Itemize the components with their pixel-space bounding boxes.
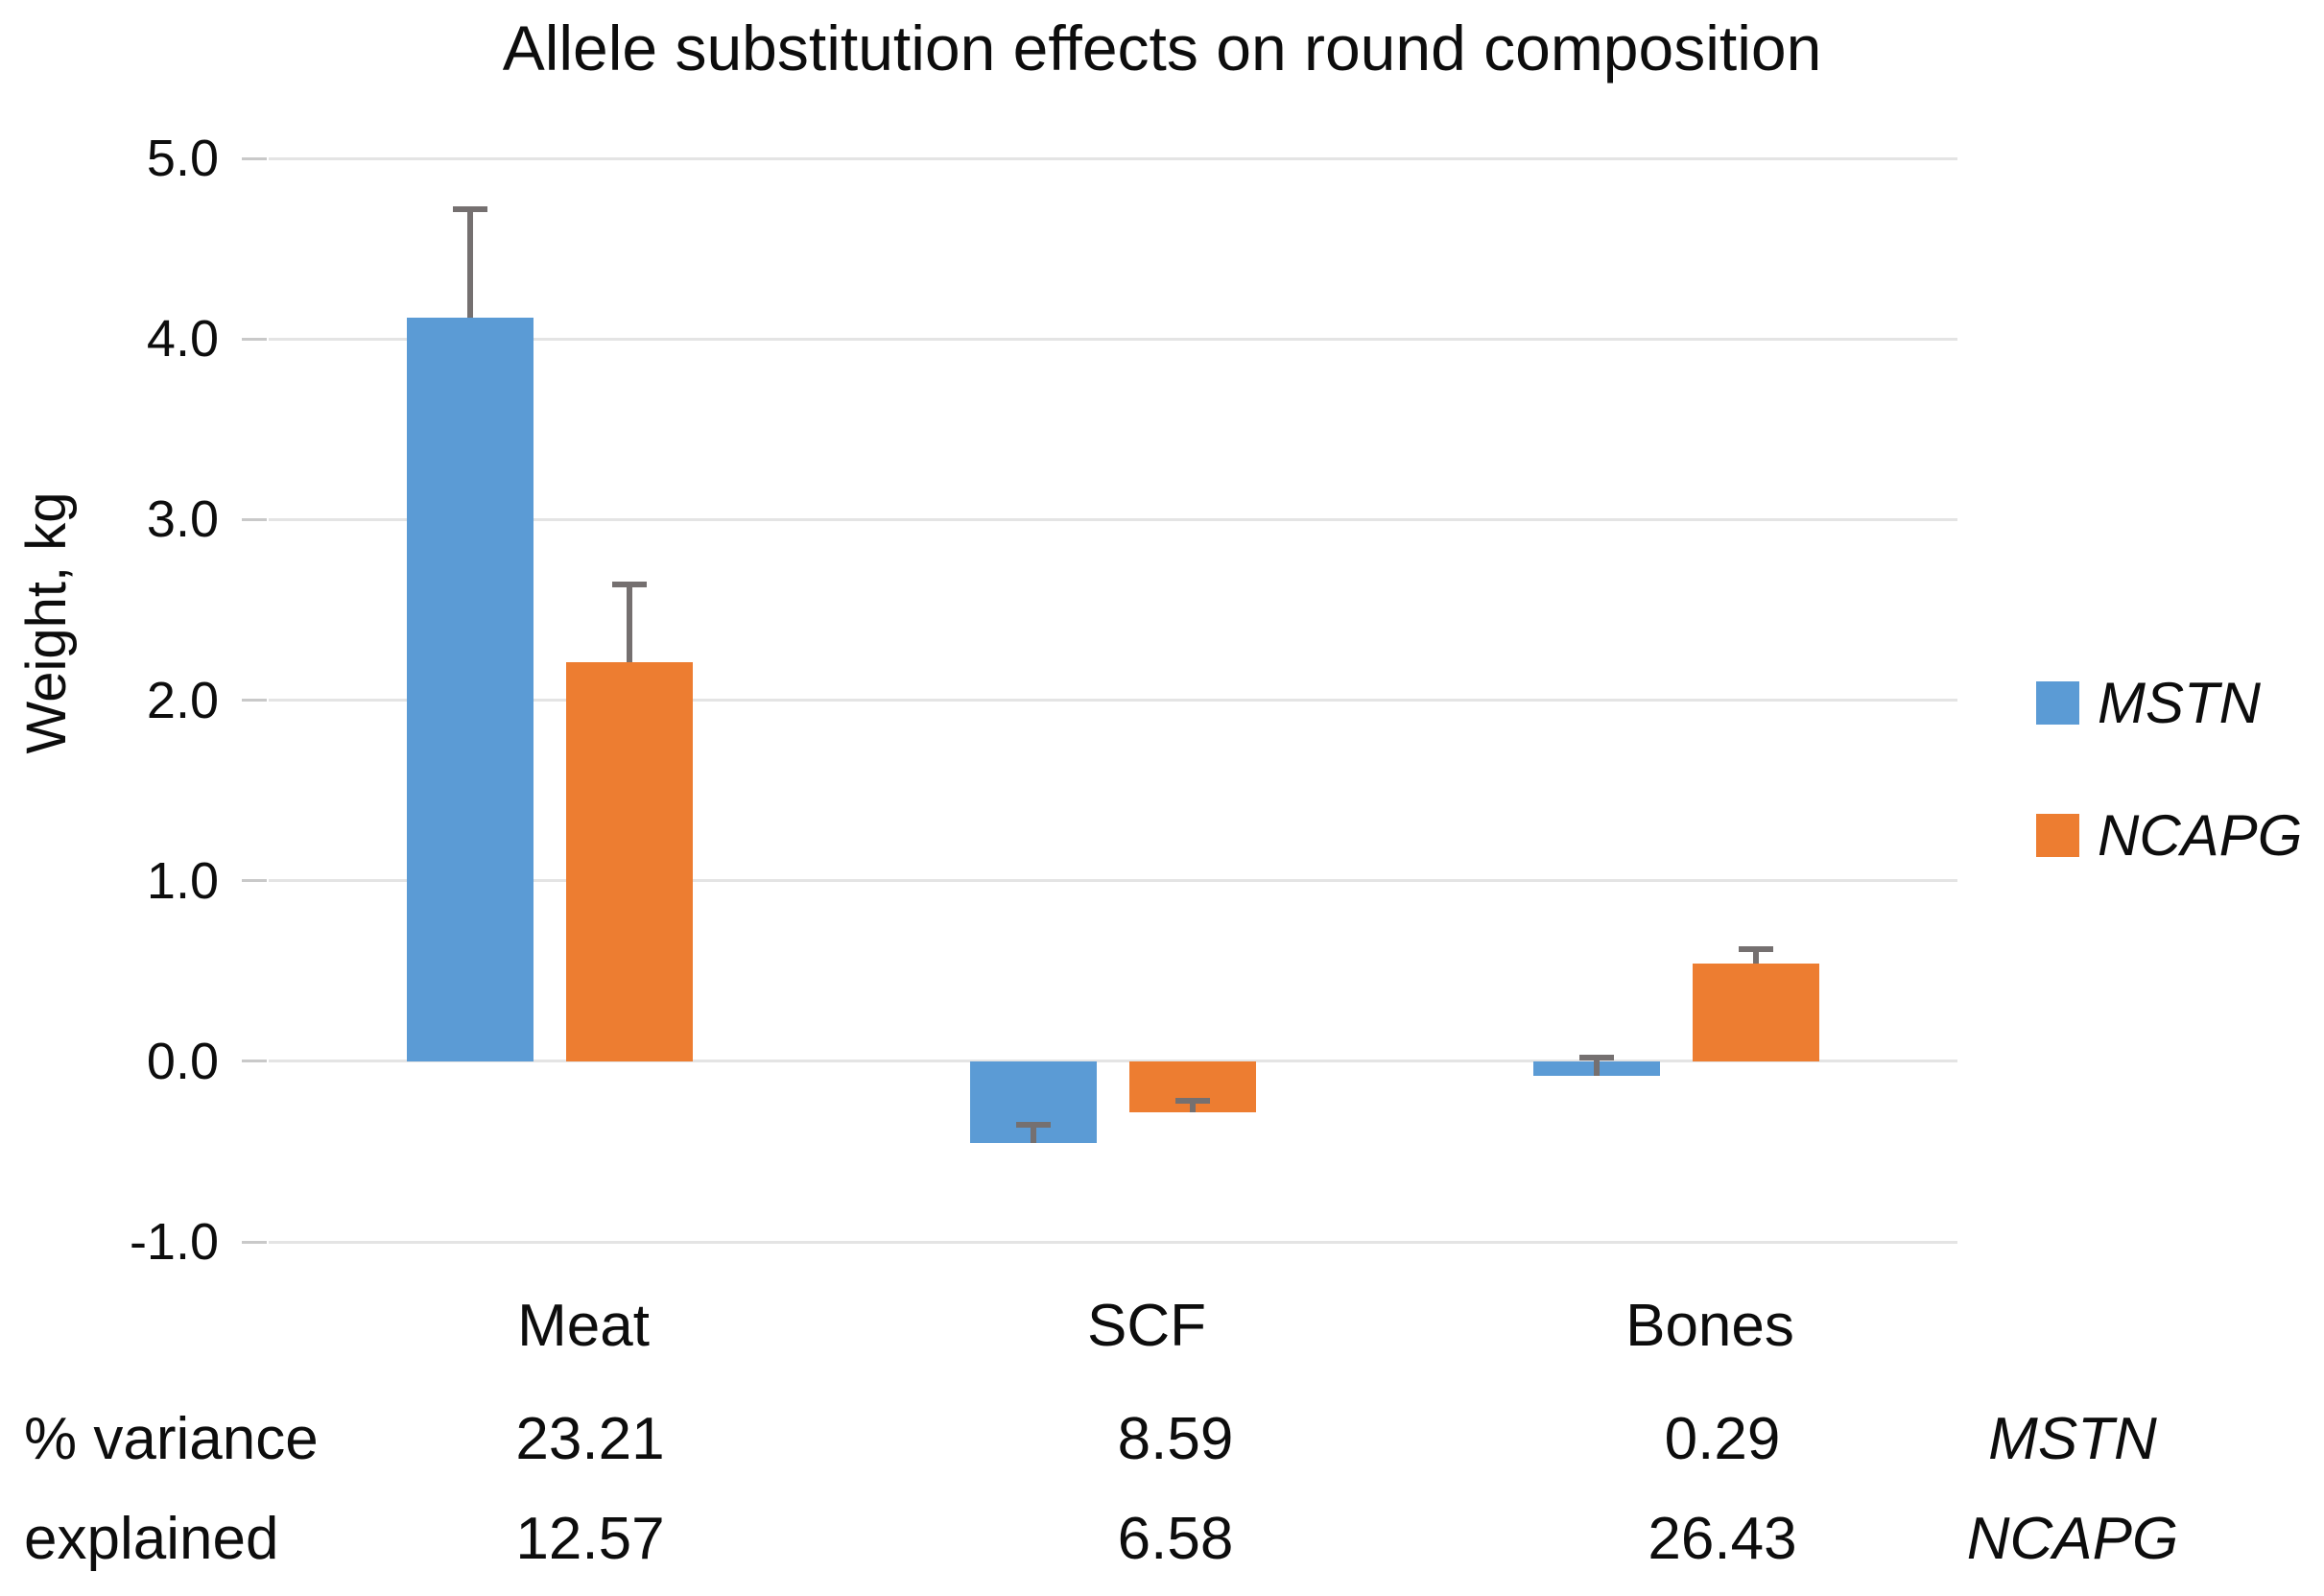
- gridline-4.0: [269, 337, 1957, 341]
- variance-mstn-bones: 0.29: [1664, 1406, 1781, 1472]
- x-axis-label-bones: Bones: [1625, 1293, 1794, 1359]
- chart-title: Allele substitution effects on round com…: [502, 12, 1822, 83]
- error-bar-cap-mstn-scf: [1016, 1121, 1051, 1128]
- legend-swatch-mstn: [2036, 681, 2079, 725]
- y-axis-tick-4.0: [242, 337, 267, 341]
- gridline-1.0: [269, 879, 1957, 883]
- y-axis-tick-0.0: [242, 1060, 267, 1063]
- y-axis-tick-5.0: [242, 156, 267, 160]
- bar-ncapg-bones: [1693, 964, 1819, 1061]
- gridline-3.0: [269, 517, 1957, 521]
- gridline-0.0: [269, 1060, 1957, 1063]
- y-axis-tick-label-0.0: 0.0: [146, 1032, 219, 1090]
- y-axis-tick-label-4.0: 4.0: [146, 310, 219, 369]
- error-bar-stem-mstn-meat: [467, 208, 473, 318]
- error-bar-cap-mstn-bones: [1579, 1055, 1614, 1061]
- variance-mstn-meat: 23.21: [515, 1406, 665, 1472]
- y-axis-tick-3.0: [242, 517, 267, 521]
- variance-row-gene-mstn: MSTN: [1988, 1406, 2157, 1472]
- variance-row-label-line1: % variance: [24, 1406, 319, 1472]
- y-axis-tick-2.0: [242, 699, 267, 702]
- error-bar-cap-ncapg-meat: [612, 582, 647, 588]
- error-bar-stem-mstn-bones: [1594, 1058, 1600, 1076]
- variance-ncapg-scf: 6.58: [1117, 1506, 1234, 1572]
- error-bar-stem-ncapg-meat: [627, 584, 632, 662]
- bar-mstn-meat: [407, 317, 534, 1061]
- variance-mstn-scf: 8.59: [1117, 1406, 1234, 1472]
- x-axis-label-meat: Meat: [517, 1293, 650, 1359]
- error-bar-cap-mstn-meat: [453, 205, 487, 212]
- bar-ncapg-meat: [566, 661, 693, 1061]
- error-bar-cap-ncapg-scf: [1175, 1098, 1210, 1105]
- variance-ncapg-bones: 26.43: [1648, 1506, 1797, 1572]
- x-axis-label-scf: SCF: [1087, 1293, 1206, 1359]
- y-axis-tick--1.0: [242, 1240, 267, 1244]
- gridline-2.0: [269, 699, 1957, 702]
- variance-row-gene-ncapg: NCAPG: [1966, 1506, 2179, 1572]
- error-bar-stem-mstn-scf: [1031, 1124, 1036, 1143]
- y-axis-tick-label-5.0: 5.0: [146, 130, 219, 187]
- y-axis-tick-label-3.0: 3.0: [146, 490, 219, 549]
- y-axis-tick-label--1.0: -1.0: [129, 1213, 219, 1272]
- variance-ncapg-meat: 12.57: [515, 1506, 665, 1572]
- y-axis-tick-label-1.0: 1.0: [146, 851, 219, 910]
- y-axis-tick-label-2.0: 2.0: [146, 671, 219, 729]
- variance-row-label-line2: explained: [24, 1506, 279, 1572]
- gridline-5.0: [269, 156, 1957, 160]
- error-bar-cap-ncapg-bones: [1739, 946, 1773, 953]
- error-bar-stem-ncapg-scf: [1190, 1101, 1196, 1112]
- legend-label-mstn: MSTN: [2098, 671, 2261, 735]
- error-bar-stem-ncapg-bones: [1753, 949, 1759, 965]
- legend-label-ncapg: NCAPG: [2098, 803, 2303, 868]
- y-axis-tick-1.0: [242, 879, 267, 883]
- gridline--1.0: [269, 1240, 1957, 1244]
- legend-swatch-ncapg: [2036, 814, 2079, 857]
